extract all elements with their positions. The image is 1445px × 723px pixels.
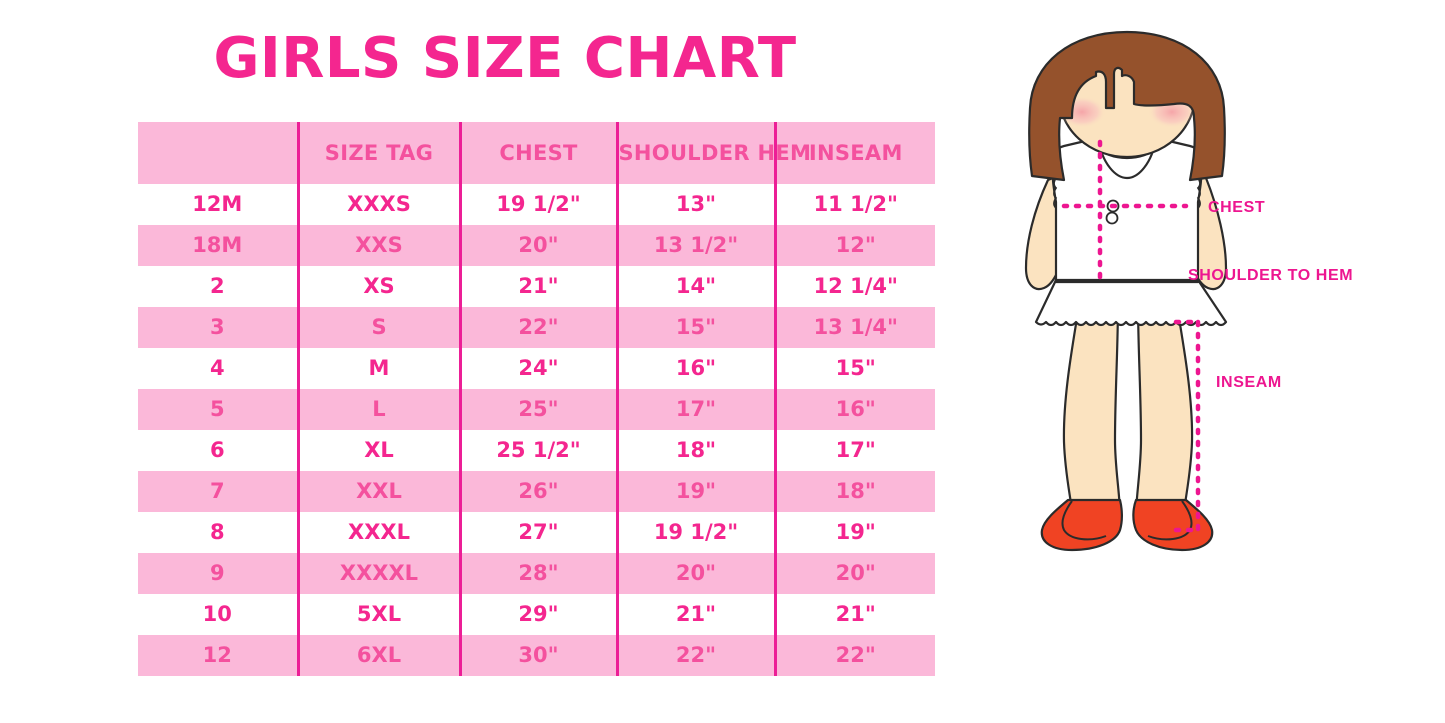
cell-inseam: 16"	[773, 389, 935, 430]
cell-size: 4	[138, 348, 298, 389]
cell-shoulder-hem: 17"	[615, 389, 775, 430]
cell-chest: 25 1/2"	[458, 430, 617, 471]
annotation-label-chest: CHEST	[1208, 199, 1265, 216]
cell-size: 10	[138, 594, 298, 635]
cell-shoulder-hem: 18"	[615, 430, 775, 471]
hair	[1028, 30, 1226, 182]
table-row: 8 XXXL 27" 19 1/2" 19"	[138, 512, 935, 553]
cell-size: 6	[138, 430, 298, 471]
cell-shoulder-hem: 21"	[615, 594, 775, 635]
column-header-shoulder-hem: SHOULDER HEM	[615, 122, 811, 184]
cell-size-tag: XL	[296, 430, 460, 471]
cell-chest: 19 1/2"	[458, 184, 617, 225]
table-row: 5 L 25" 17" 16"	[138, 389, 935, 430]
cell-size: 12	[138, 635, 298, 676]
cell-size: 2	[138, 266, 298, 307]
cell-size-tag: M	[296, 348, 460, 389]
measurement-guides	[1061, 139, 1203, 533]
cell-chest: 21"	[458, 266, 617, 307]
cell-size: 12M	[138, 184, 298, 225]
shoes	[1040, 498, 1214, 552]
cell-size-tag: XXL	[296, 471, 460, 512]
figure-body: CHEST SHOULDER TO HEM INSEAM	[1024, 30, 1353, 552]
cell-shoulder-hem: 19"	[615, 471, 775, 512]
cell-inseam: 20"	[773, 553, 935, 594]
cell-inseam: 21"	[773, 594, 935, 635]
cell-inseam: 17"	[773, 430, 935, 471]
column-header-size-tag: SIZE TAG	[296, 122, 460, 184]
cell-shoulder-hem: 13"	[615, 184, 775, 225]
cell-chest: 30"	[458, 635, 617, 676]
cell-size-tag: S	[296, 307, 460, 348]
skirt	[1034, 278, 1228, 327]
cell-chest: 29"	[458, 594, 617, 635]
table-row: 18M XXS 20" 13 1/2" 12"	[138, 225, 935, 266]
cell-size: 5	[138, 389, 298, 430]
table-body: 12M XXXS 19 1/2" 13" 11 1/2" 18M XXS 20" 13 1/2"…	[138, 184, 935, 676]
cell-inseam: 18"	[773, 471, 935, 512]
cell-inseam: 13 1/4"	[773, 307, 935, 348]
cell-size: 18M	[138, 225, 298, 266]
cell-shoulder-hem: 14"	[615, 266, 775, 307]
cell-shoulder-hem: 20"	[615, 553, 775, 594]
cell-size: 7	[138, 471, 298, 512]
cell-size-tag: XXXS	[296, 184, 460, 225]
table-row: 3 S 22" 15" 13 1/4"	[138, 307, 935, 348]
table-row: 12M XXXS 19 1/2" 13" 11 1/2"	[138, 184, 935, 225]
table-row: 2 XS 21" 14" 12 1/4"	[138, 266, 935, 307]
cell-size-tag: XXXXL	[296, 553, 460, 594]
cell-chest: 27"	[458, 512, 617, 553]
cell-size-tag: 6XL	[296, 635, 460, 676]
cell-inseam: 19"	[773, 512, 935, 553]
button-lower	[1105, 211, 1119, 225]
cell-shoulder-hem: 15"	[615, 307, 775, 348]
cell-size-tag: XXS	[296, 225, 460, 266]
table-row: 6 XL 25 1/2" 18" 17"	[138, 430, 935, 471]
column-header-size	[138, 122, 298, 184]
legs	[1062, 298, 1194, 514]
table-row: 12 6XL 30" 22" 22"	[138, 635, 935, 676]
table-header-row: SIZE TAG CHEST SHOULDER HEM INSEAM	[138, 122, 935, 184]
column-header-inseam: INSEAM	[773, 122, 935, 184]
cell-inseam: 15"	[773, 348, 935, 389]
table-row: 7 XXL 26" 19" 18"	[138, 471, 935, 512]
head	[1028, 30, 1226, 182]
cell-size: 3	[138, 307, 298, 348]
cell-chest: 22"	[458, 307, 617, 348]
cell-shoulder-hem: 16"	[615, 348, 775, 389]
annotation-label-inseam: INSEAM	[1216, 374, 1282, 391]
cell-shoulder-hem: 13 1/2"	[615, 225, 775, 266]
cell-chest: 26"	[458, 471, 617, 512]
cell-size-tag: XS	[296, 266, 460, 307]
table-row: 10 5XL 29" 21" 21"	[138, 594, 935, 635]
annotation-label-shoulder-to-hem: SHOULDER TO HEM	[1188, 267, 1353, 284]
table-row: 9 XXXXL 28" 20" 20"	[138, 553, 935, 594]
column-header-chest: CHEST	[458, 122, 617, 184]
cell-shoulder-hem: 22"	[615, 635, 775, 676]
cell-chest: 28"	[458, 553, 617, 594]
cell-chest: 24"	[458, 348, 617, 389]
cell-size: 8	[138, 512, 298, 553]
cell-inseam: 12 1/4"	[773, 266, 935, 307]
cell-size-tag: 5XL	[296, 594, 460, 635]
cell-chest: 20"	[458, 225, 617, 266]
page-title: GIRLS SIZE CHART	[213, 26, 797, 91]
cell-inseam: 11 1/2"	[773, 184, 935, 225]
cell-shoulder-hem: 19 1/2"	[615, 512, 775, 553]
girl-figure-illustration: CHEST SHOULDER TO HEM INSEAM	[960, 30, 1445, 723]
cell-size-tag: L	[296, 389, 460, 430]
cell-inseam: 22"	[773, 635, 935, 676]
cell-size: 9	[138, 553, 298, 594]
top-garment	[1050, 136, 1204, 284]
cell-chest: 25"	[458, 389, 617, 430]
cell-size-tag: XXXL	[296, 512, 460, 553]
table-header: SIZE TAG CHEST SHOULDER HEM INSEAM	[138, 122, 935, 184]
size-chart-table: SIZE TAG CHEST SHOULDER HEM INSEAM 12M XX…	[138, 122, 935, 676]
cell-inseam: 12"	[773, 225, 935, 266]
table-row: 4 M 24" 16" 15"	[138, 348, 935, 389]
